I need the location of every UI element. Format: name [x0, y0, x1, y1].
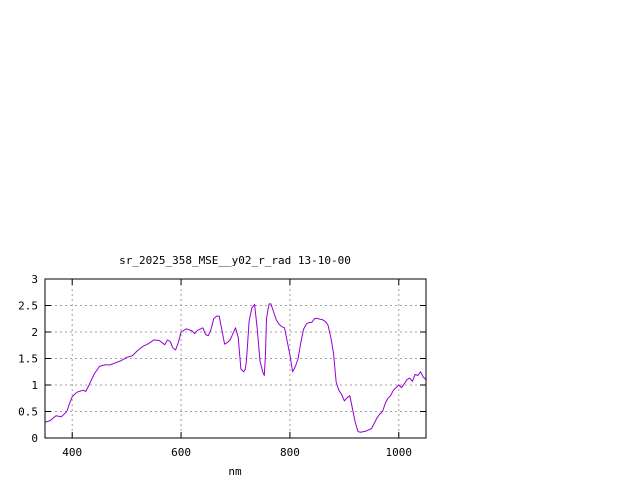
- ticks: 0 0.5 1 1.5 2 2.5 3 400 600 800 1000: [18, 273, 426, 459]
- x-tick-label: 800: [280, 446, 300, 459]
- series-layer: [44, 303, 427, 433]
- y-tick-label: 2: [31, 326, 38, 339]
- y-tick-label: 3: [31, 273, 38, 286]
- chart-title: sr_2025_358_MSE__y02_r_rad 13-10-00: [119, 254, 351, 267]
- y-tick-label: 1: [31, 379, 38, 392]
- x-tick-label: 400: [62, 446, 82, 459]
- y-tick-label: 2.5: [18, 300, 38, 313]
- y-tick-label: 0: [31, 432, 38, 445]
- y-tick-label: 0.5: [18, 406, 38, 419]
- series-line: [44, 303, 427, 433]
- x-tick-label: 1000: [386, 446, 413, 459]
- x-tick-label: 600: [171, 446, 191, 459]
- x-axis-label: nm: [228, 465, 242, 478]
- grid: [45, 279, 426, 438]
- y-tick-label: 1.5: [18, 353, 38, 366]
